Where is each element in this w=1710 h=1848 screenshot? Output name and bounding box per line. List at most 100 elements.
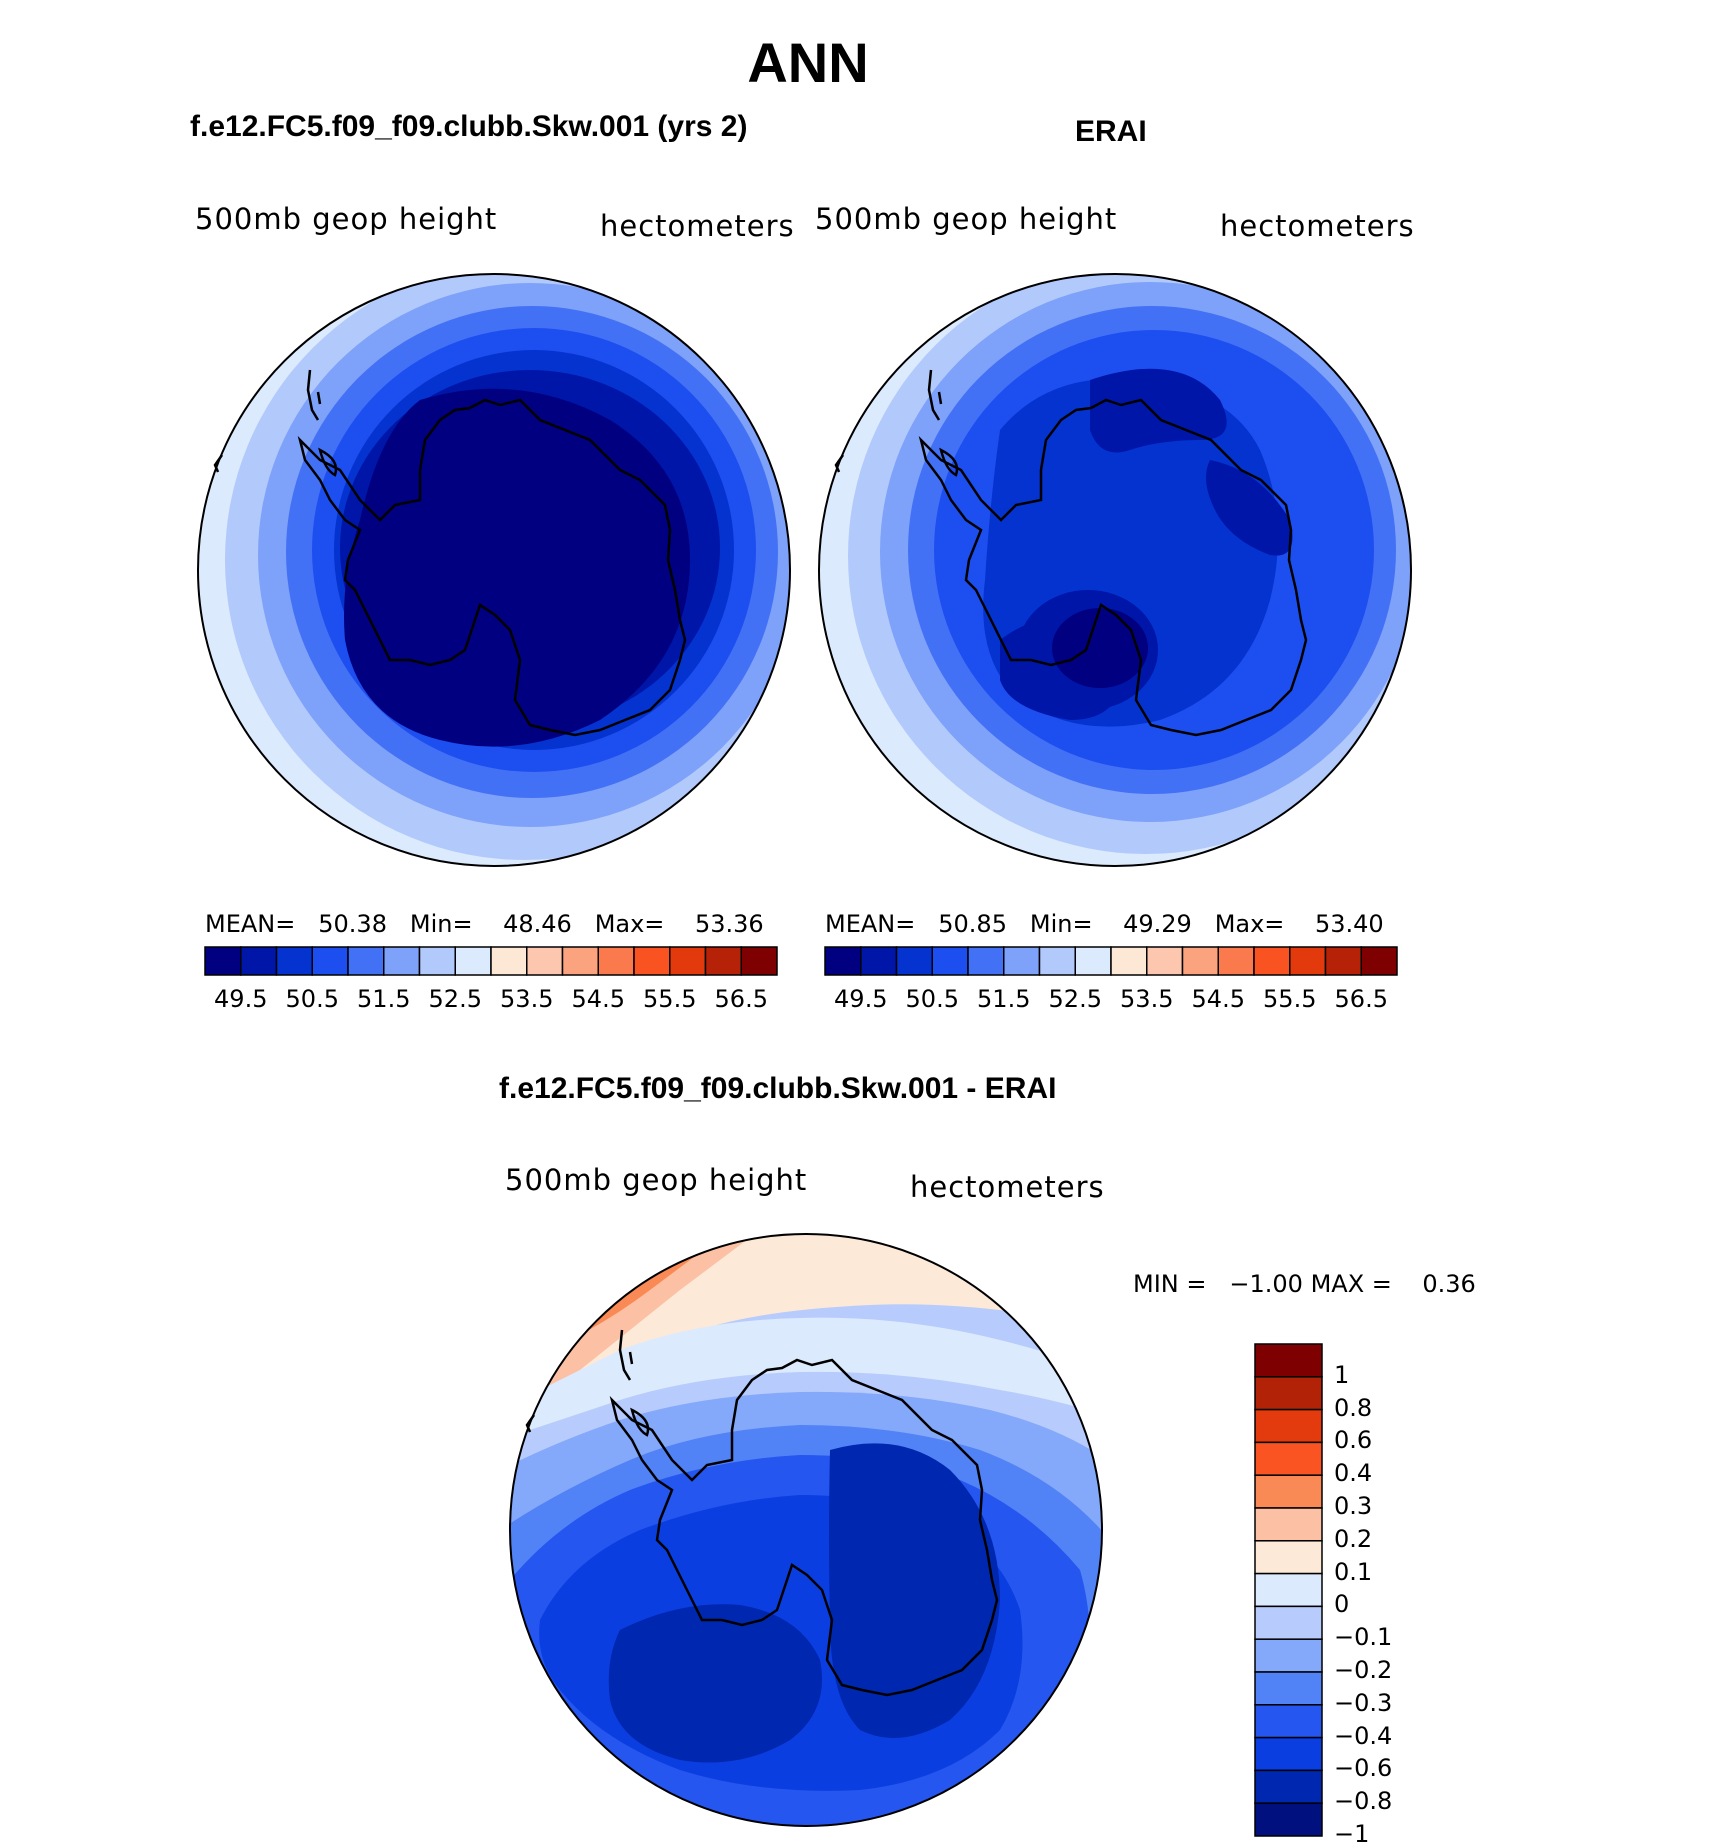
model-colorbar-box-9 <box>526 946 564 976</box>
model-colorbar-box-6 <box>418 946 456 976</box>
model-colorbar <box>204 946 778 976</box>
model-mean-label: MEAN= <box>205 910 296 938</box>
diff-colorbar-tick-label: 0 <box>1334 1590 1350 1619</box>
obs-colorbar-box-10 <box>1181 946 1219 976</box>
model-colorbar-box-13 <box>669 946 707 976</box>
model-colorbar-box-4 <box>347 946 385 976</box>
model-case-title: f.e12.FC5.f09_f09.clubb.Skw.001 (yrs 2) <box>190 110 748 143</box>
model-colorbar-tick-label: 52.5 <box>428 985 482 1013</box>
obs-colorbar-tick-label: 53.5 <box>1120 985 1174 1013</box>
model-min-value: 48.46 <box>503 910 572 938</box>
diff-colorbar-tick-label: 0.1 <box>1334 1557 1373 1586</box>
diff-colorbar-box-2 <box>1254 1408 1323 1444</box>
obs-colorbar-box-8 <box>1110 946 1148 976</box>
diff-colorbar-box-11 <box>1254 1704 1323 1739</box>
obs-colorbar-box-13 <box>1289 946 1327 976</box>
figure-title: ANN <box>747 31 869 94</box>
model-max-value: 53.36 <box>694 910 764 938</box>
diff-colorbar-tick-label: −1 <box>1334 1820 1370 1848</box>
obs-colorbar-box-0 <box>824 946 862 976</box>
diff-colorbar-box-4 <box>1254 1474 1323 1509</box>
model-map <box>197 273 791 867</box>
obs-colorbar-tick-label: 54.5 <box>1191 985 1245 1013</box>
model-colorbar-tick-label: 51.5 <box>357 985 411 1013</box>
obs-mean-value: 50.85 <box>938 910 1007 938</box>
model-colorbar-box-10 <box>561 946 599 976</box>
diff-colorbar-box-13 <box>1254 1769 1323 1804</box>
diff-colorbar-tick-label: −0.1 <box>1334 1623 1393 1652</box>
diff-colorbar-tick-label: −0.6 <box>1334 1754 1393 1783</box>
model-colorbar-tick-label: 55.5 <box>643 985 697 1013</box>
diff-units-label: hectometers <box>910 1170 1105 1204</box>
model-antarctica-coastline <box>213 369 687 737</box>
diff-colorbar-box-5 <box>1254 1507 1323 1542</box>
diff-colorbar-box-9 <box>1254 1638 1323 1673</box>
obs-colorbar-box-3 <box>931 946 969 976</box>
diff-colorbar-tick-label: 0.8 <box>1334 1393 1373 1422</box>
diff-min-value: −1.00 <box>1229 1270 1303 1298</box>
obs-variable-label: 500mb geop height <box>815 202 1118 236</box>
obs-colorbar-box-1 <box>860 946 898 976</box>
diff-case-title: f.e12.FC5.f09_f09.clubb.Skw.001 - ERAI <box>499 1072 1057 1105</box>
obs-min-value: 49.29 <box>1123 910 1192 938</box>
diff-stats: MIN = −1.00 MAX = 0.36 <box>1133 1270 1476 1298</box>
diff-min-label: MIN = <box>1133 1270 1207 1298</box>
diff-colorbar-box-1 <box>1254 1376 1323 1411</box>
obs-colorbar-tick-label: 56.5 <box>1334 985 1388 1013</box>
diff-colorbar-tick-label: 1 <box>1334 1360 1350 1389</box>
diff-colorbar-box-10 <box>1254 1671 1323 1706</box>
obs-colorbar-box-5 <box>1003 946 1041 976</box>
diff-colorbar-tick-label: −0.8 <box>1334 1787 1393 1816</box>
obs-units-label: hectometers <box>1220 209 1415 243</box>
diff-colorbar-tick-label: 0.3 <box>1334 1492 1373 1520</box>
obs-colorbar-box-11 <box>1217 946 1255 976</box>
diff-colorbar-box-3 <box>1254 1441 1323 1476</box>
obs-case-title: ERAI <box>1075 115 1147 148</box>
model-units-label: hectometers <box>600 209 795 243</box>
obs-colorbar-tick-label: 51.5 <box>977 985 1031 1013</box>
model-colorbar-box-5 <box>383 946 421 976</box>
model-colorbar-tick-label: 49.5 <box>214 985 268 1013</box>
diff-antarctica-coastline <box>525 1329 999 1697</box>
diff-colorbar-tick-label: 0.4 <box>1334 1459 1373 1488</box>
obs-colorbar-box-12 <box>1253 946 1291 976</box>
obs-colorbar-tick-label: 50.5 <box>905 985 959 1013</box>
obs-colorbar <box>824 946 1398 976</box>
diff-colorbar-box-6 <box>1254 1540 1323 1575</box>
diff-colorbar-box-12 <box>1254 1736 1323 1772</box>
model-colorbar-tick-label: 54.5 <box>571 985 625 1013</box>
obs-max-label: Max= <box>1214 910 1285 938</box>
obs-antarctica-coastline <box>834 369 1308 737</box>
model-colorbar-box-12 <box>633 946 671 976</box>
diff-colorbar-tick-label: −0.4 <box>1334 1721 1393 1750</box>
diff-colorbar-tick-label: −0.2 <box>1334 1656 1393 1684</box>
model-stats: MEAN= 50.38 Min= 48.46 Max= 53.36 <box>205 910 764 938</box>
obs-colorbar-tick-label: 49.5 <box>834 985 888 1013</box>
model-mean-value: 50.38 <box>318 910 387 938</box>
diff-colorbar <box>1254 1343 1323 1837</box>
model-min-label: Min= <box>409 910 473 938</box>
obs-colorbar-box-9 <box>1146 946 1184 976</box>
model-colorbar-box-14 <box>704 946 742 976</box>
diff-max-label: MAX = <box>1310 1270 1392 1298</box>
obs-map <box>818 273 1412 867</box>
diff-colorbar-box-0 <box>1254 1343 1323 1378</box>
obs-colorbar-box-6 <box>1038 946 1076 976</box>
diff-variable-label: 500mb geop height <box>505 1163 808 1197</box>
obs-colorbar-box-14 <box>1324 946 1362 976</box>
model-colorbar-box-0 <box>204 946 242 976</box>
diff-colorbar-box-8 <box>1254 1605 1323 1640</box>
model-colorbar-box-8 <box>490 946 528 976</box>
model-colorbar-tick-label: 56.5 <box>714 985 768 1013</box>
model-colorbar-box-3 <box>311 946 349 976</box>
obs-colorbar-box-4 <box>967 946 1005 976</box>
model-colorbar-box-15 <box>740 946 778 976</box>
model-colorbar-box-11 <box>597 946 635 976</box>
diff-map <box>509 1233 1103 1827</box>
diff-colorbar-box-14 <box>1254 1802 1323 1837</box>
obs-colorbar-box-2 <box>895 946 933 976</box>
model-colorbar-box-7 <box>454 946 492 976</box>
obs-max-value: 53.40 <box>1314 910 1384 938</box>
diff-max-value: 0.36 <box>1422 1270 1476 1298</box>
